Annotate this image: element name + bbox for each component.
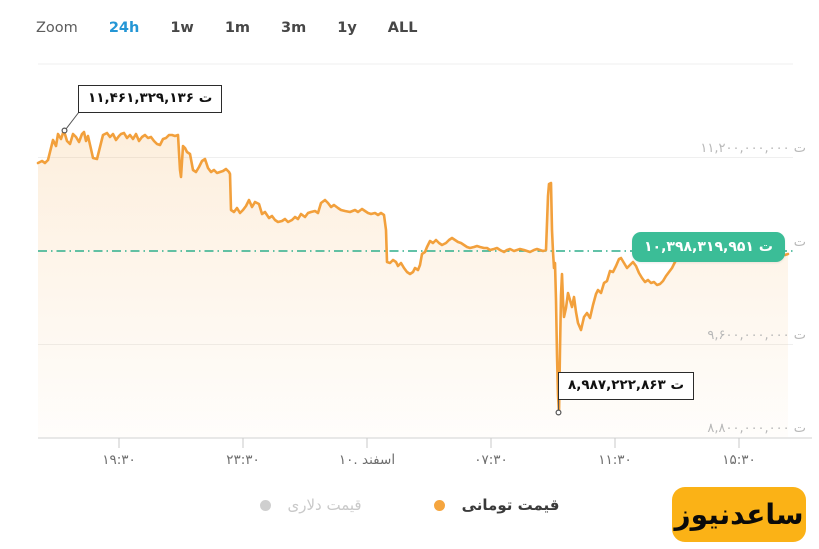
y-axis-label-9600000000: ت ۹,۶۰۰,۰۰۰,۰۰۰ [707,328,806,343]
legend-item-dollar-price[interactable]: قیمت دلاری [259,496,362,514]
y-axis-label-8800000000: ت ۸,۸۰۰,۰۰۰,۰۰۰ [707,421,806,436]
legend: قیمت دلاری قیمت تومانی [0,496,819,514]
x-axis-label-esfand10: ۱۰. اسفند [338,452,396,468]
range-button-1m[interactable]: 1m [224,20,251,36]
range-button-1y[interactable]: 1y [337,20,357,36]
current-price-badge: ت ۱۰,۳۹۸,۳۱۹,۹۵۱ [632,232,785,262]
area-fill [38,131,788,438]
range-button-all[interactable]: ALL [387,20,418,36]
series-marker-dollar-icon [259,499,271,511]
x-axis-label-1130: ۱۱:۳۰ [598,452,632,468]
legend-label-toman: قیمت تومانی [461,496,560,514]
x-axis-label-2330: ۲۳:۳۰ [226,452,260,468]
legend-item-toman-price[interactable]: قیمت تومانی [433,496,560,514]
range-button-1w[interactable]: 1w [170,20,194,36]
legend-label-dollar: قیمت دلاری [287,496,362,514]
zoom-label: Zoom [36,20,78,36]
y-axis-label-11200000000: ت ۱۱,۲۰۰,۰۰۰,۰۰۰ [700,141,806,156]
x-axis [38,437,812,448]
price-line [36,129,790,415]
x-axis-label-0730: ۰۷:۳۰ [474,452,508,468]
zoom-toolbar: Zoom 24h 1w 1m 3m 1y ALL [36,20,417,36]
range-button-3m[interactable]: 3m [281,20,307,36]
series-marker-toman-icon [433,499,445,511]
high-price-annotation: ت ۱۱,۴۶۱,۳۲۹,۱۳۶ [78,85,223,113]
range-button-24h[interactable]: 24h [108,20,140,36]
low-price-annotation: ت ۸,۹۸۷,۲۲۲,۸۶۳ [558,372,695,400]
annotation-markers [61,111,562,416]
x-axis-label-1930: ۱۹:۳۰ [102,452,136,468]
x-axis-label-1530: ۱۵:۳۰ [722,452,756,468]
y-axis-toman-symbol: ت [793,235,806,250]
saednews-logo: ساعدنیوز [672,487,806,542]
